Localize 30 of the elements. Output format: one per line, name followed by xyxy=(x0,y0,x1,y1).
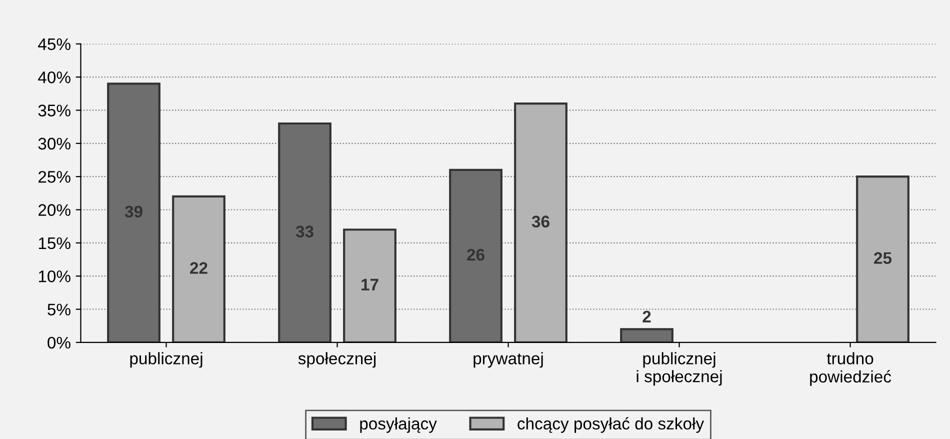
x-tick-label: prywatnej xyxy=(474,352,543,368)
data-label: 26 xyxy=(467,248,484,261)
legend-label: posyłający xyxy=(360,417,437,433)
data-label: 25 xyxy=(874,252,892,264)
x-tick-label: publicznej i społecznej xyxy=(636,352,722,386)
bar xyxy=(343,228,396,342)
bar xyxy=(620,328,674,342)
y-tick-label: 45% xyxy=(38,38,70,50)
y-tick-label: 15% xyxy=(38,237,70,250)
y-tick-label: 25% xyxy=(38,170,70,183)
x-tick-label: publicznej xyxy=(130,352,202,368)
data-label: 33 xyxy=(296,226,314,238)
y-tick-label: 20% xyxy=(38,204,70,216)
y-tick-label: 35% xyxy=(38,104,70,116)
y-tick-label: 10% xyxy=(38,270,70,282)
y-tick-label: 40% xyxy=(38,71,70,84)
y-tick-label: 30% xyxy=(38,138,70,150)
bar xyxy=(172,195,226,342)
bar xyxy=(856,176,910,342)
x-tick-label: trudno powiedzieć xyxy=(810,352,892,386)
y-tick-label: 0% xyxy=(48,336,70,349)
data-label: 17 xyxy=(362,278,378,290)
data-label: 22 xyxy=(190,262,208,274)
data-label: 39 xyxy=(124,206,142,218)
data-label: 2 xyxy=(642,310,651,322)
legend-label: chcący posyłać do szkoły xyxy=(518,417,704,433)
bar xyxy=(514,102,568,342)
data-label: 36 xyxy=(532,216,550,228)
x-tick-label: społecznej xyxy=(298,352,376,368)
y-tick-label: 5% xyxy=(48,304,70,316)
